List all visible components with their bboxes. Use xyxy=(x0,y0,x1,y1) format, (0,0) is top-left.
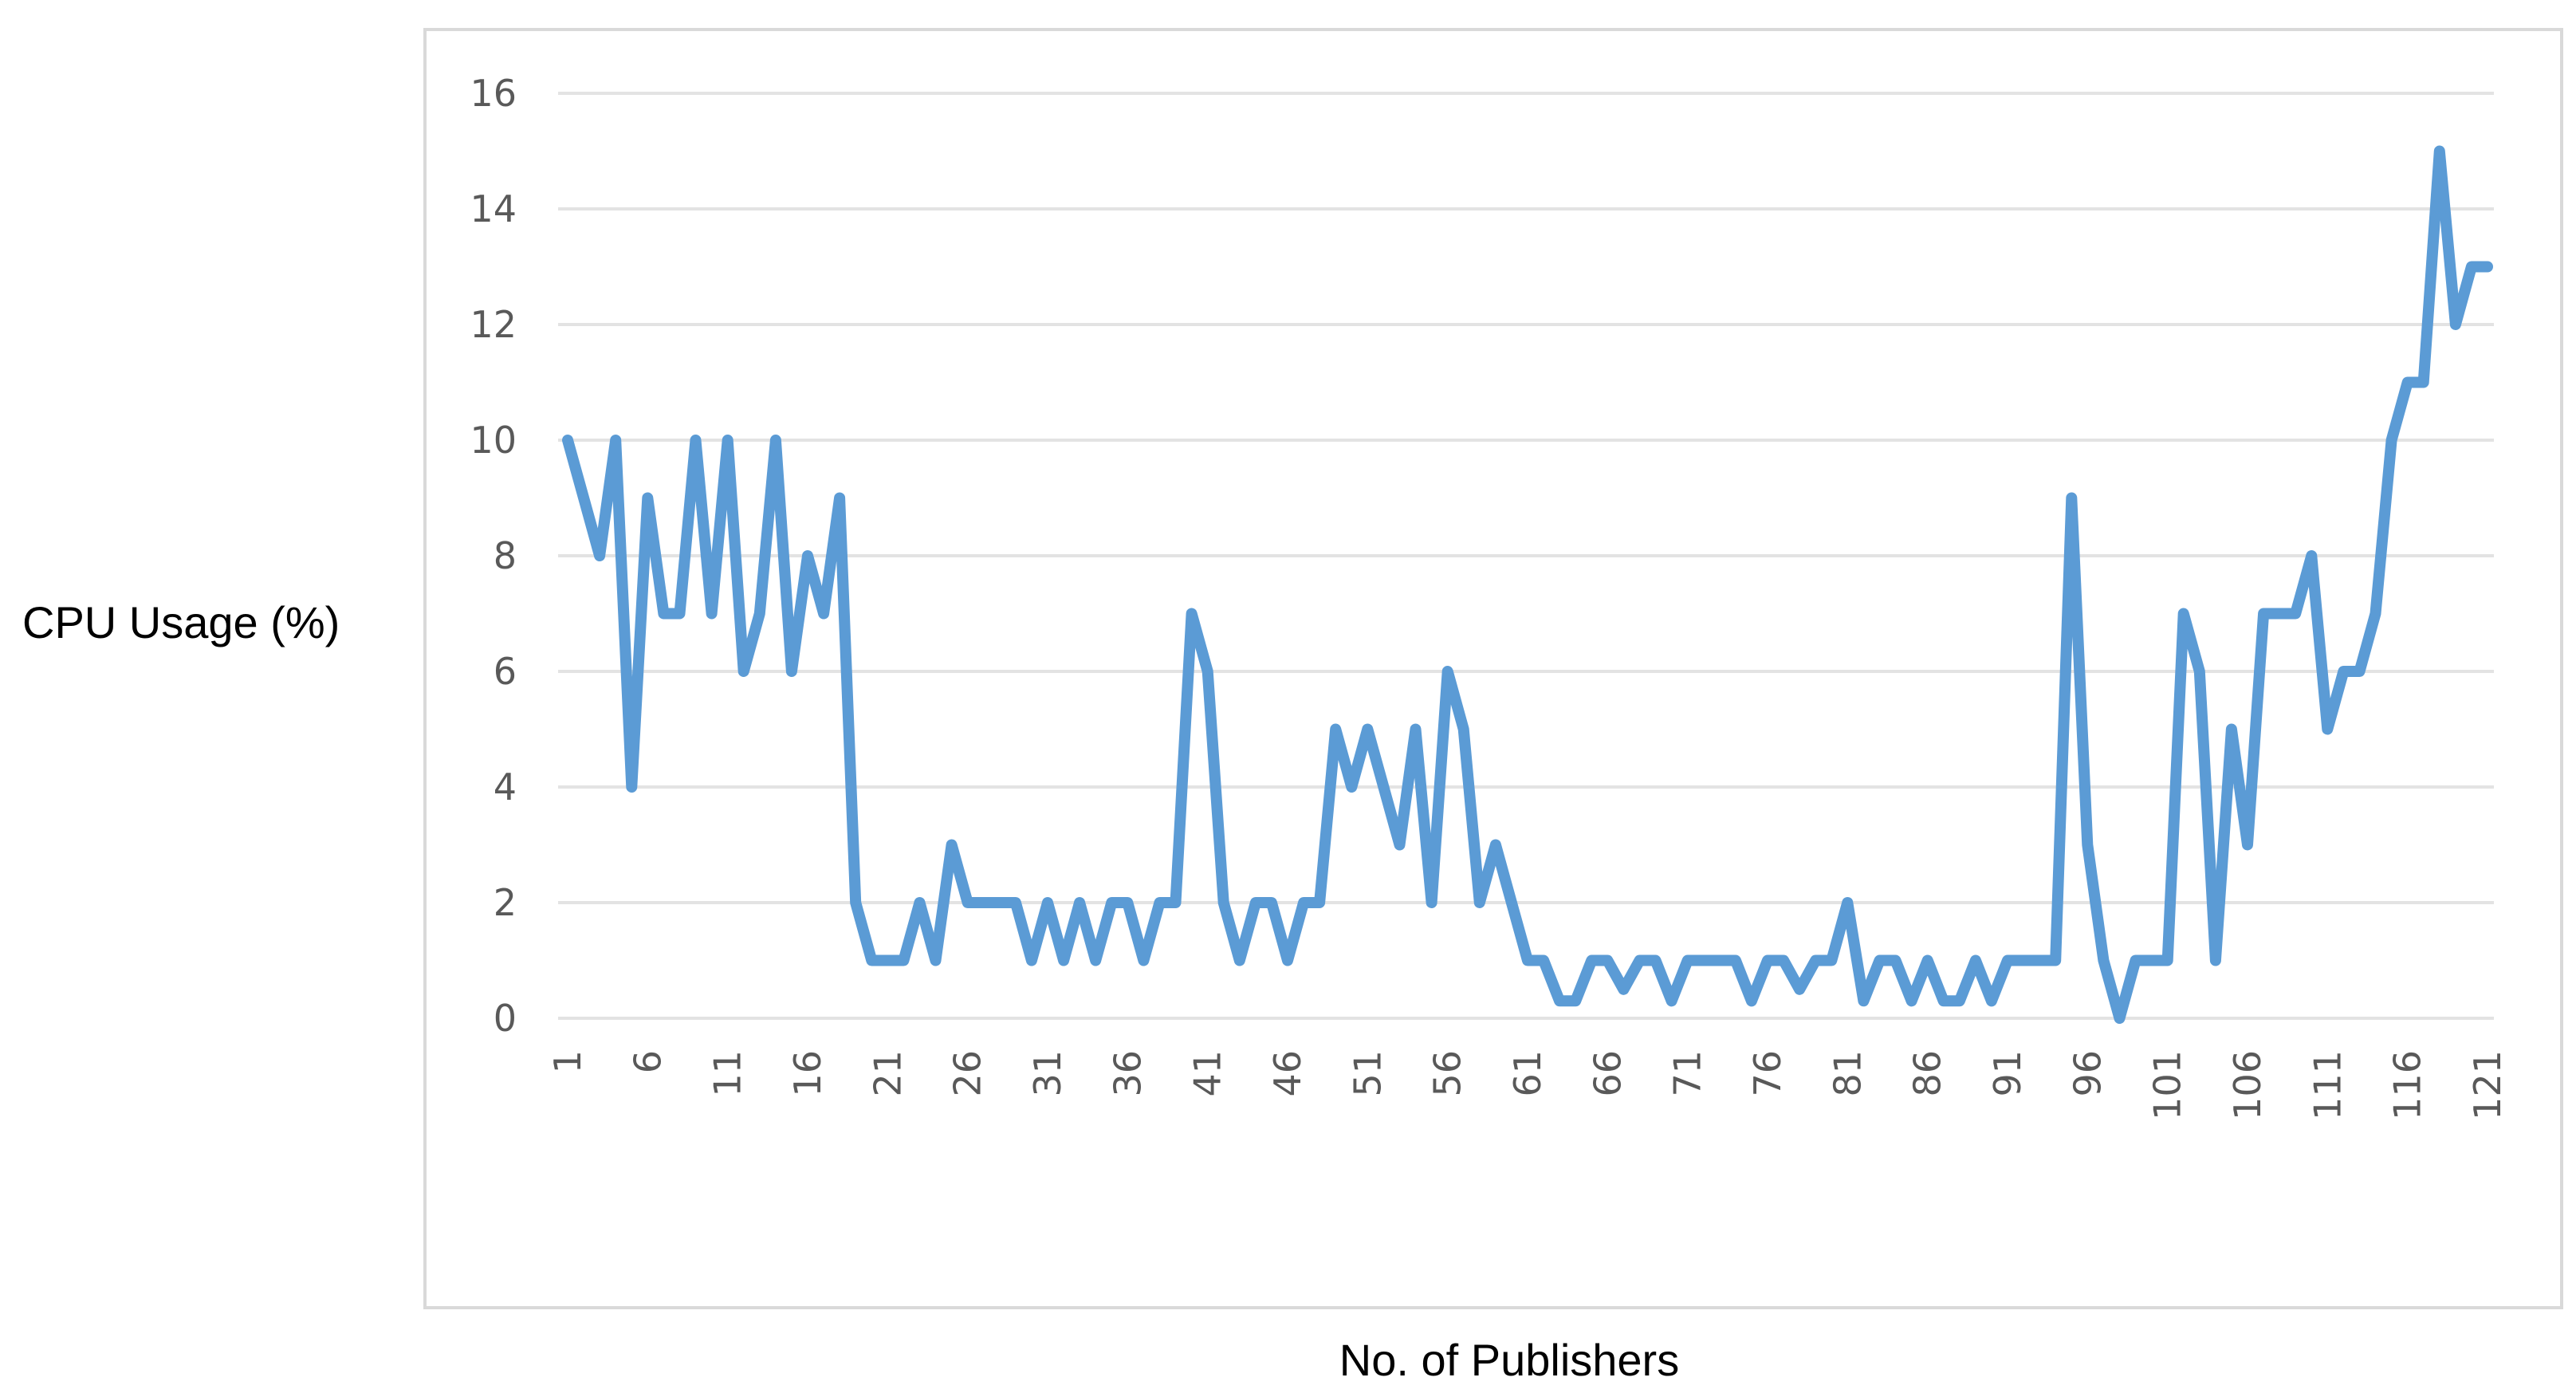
y-tick-label: 8 xyxy=(494,534,517,577)
x-tick-label: 26 xyxy=(946,1050,989,1097)
series-line xyxy=(562,145,2493,1024)
x-tick-label: 121 xyxy=(2466,1050,2509,1120)
x-tick-label: 116 xyxy=(2386,1050,2429,1120)
y-tick-label: 4 xyxy=(494,765,517,809)
y-axis-ticks: 0 2 4 6 8 10 12 14 16 xyxy=(470,72,517,1040)
x-tick-label: 111 xyxy=(2306,1050,2349,1120)
x-axis-ticks: 1 6 11 16 21 26 31 36 41 46 51 56 61 66 71 76 81 86 91 96 10… xyxy=(546,1050,2509,1120)
x-tick-label: 76 xyxy=(1746,1050,1789,1097)
x-axis-title: No. of Publishers xyxy=(1339,1335,1679,1385)
x-tick-label: 1 xyxy=(546,1050,589,1073)
x-tick-label: 31 xyxy=(1026,1050,1069,1097)
x-tick-label: 21 xyxy=(866,1050,909,1097)
x-tick-label: 71 xyxy=(1666,1050,1709,1097)
x-tick-label: 41 xyxy=(1186,1050,1229,1097)
series-layer xyxy=(562,145,2493,1024)
x-tick-label: 36 xyxy=(1106,1050,1149,1097)
y-axis-title: CPU Usage (%) xyxy=(22,597,340,647)
gridlines xyxy=(558,92,2494,1020)
x-tick-label: 96 xyxy=(2066,1050,2109,1097)
x-tick-label: 101 xyxy=(2146,1050,2189,1120)
x-tick-label: 51 xyxy=(1346,1050,1389,1097)
x-tick-label: 61 xyxy=(1506,1050,1549,1097)
x-tick-label: 6 xyxy=(626,1050,669,1073)
y-tick-label: 12 xyxy=(470,303,517,346)
x-tick-label: 16 xyxy=(786,1050,829,1097)
x-tick-label: 46 xyxy=(1266,1050,1309,1097)
x-tick-label: 66 xyxy=(1586,1050,1629,1097)
y-tick-label: 14 xyxy=(470,187,517,230)
x-tick-label: 11 xyxy=(706,1050,749,1097)
y-tick-label: 6 xyxy=(494,650,517,693)
x-tick-label: 91 xyxy=(1986,1050,2029,1097)
y-tick-label: 16 xyxy=(470,72,517,115)
plot-frame xyxy=(423,28,2563,1309)
y-tick-label: 0 xyxy=(494,997,517,1040)
y-tick-label: 2 xyxy=(494,881,517,924)
x-tick-label: 56 xyxy=(1426,1050,1469,1097)
x-tick-label: 81 xyxy=(1826,1050,1869,1097)
y-tick-label: 10 xyxy=(470,419,517,462)
x-tick-label: 86 xyxy=(1906,1050,1949,1097)
x-tick-label: 106 xyxy=(2226,1050,2269,1120)
